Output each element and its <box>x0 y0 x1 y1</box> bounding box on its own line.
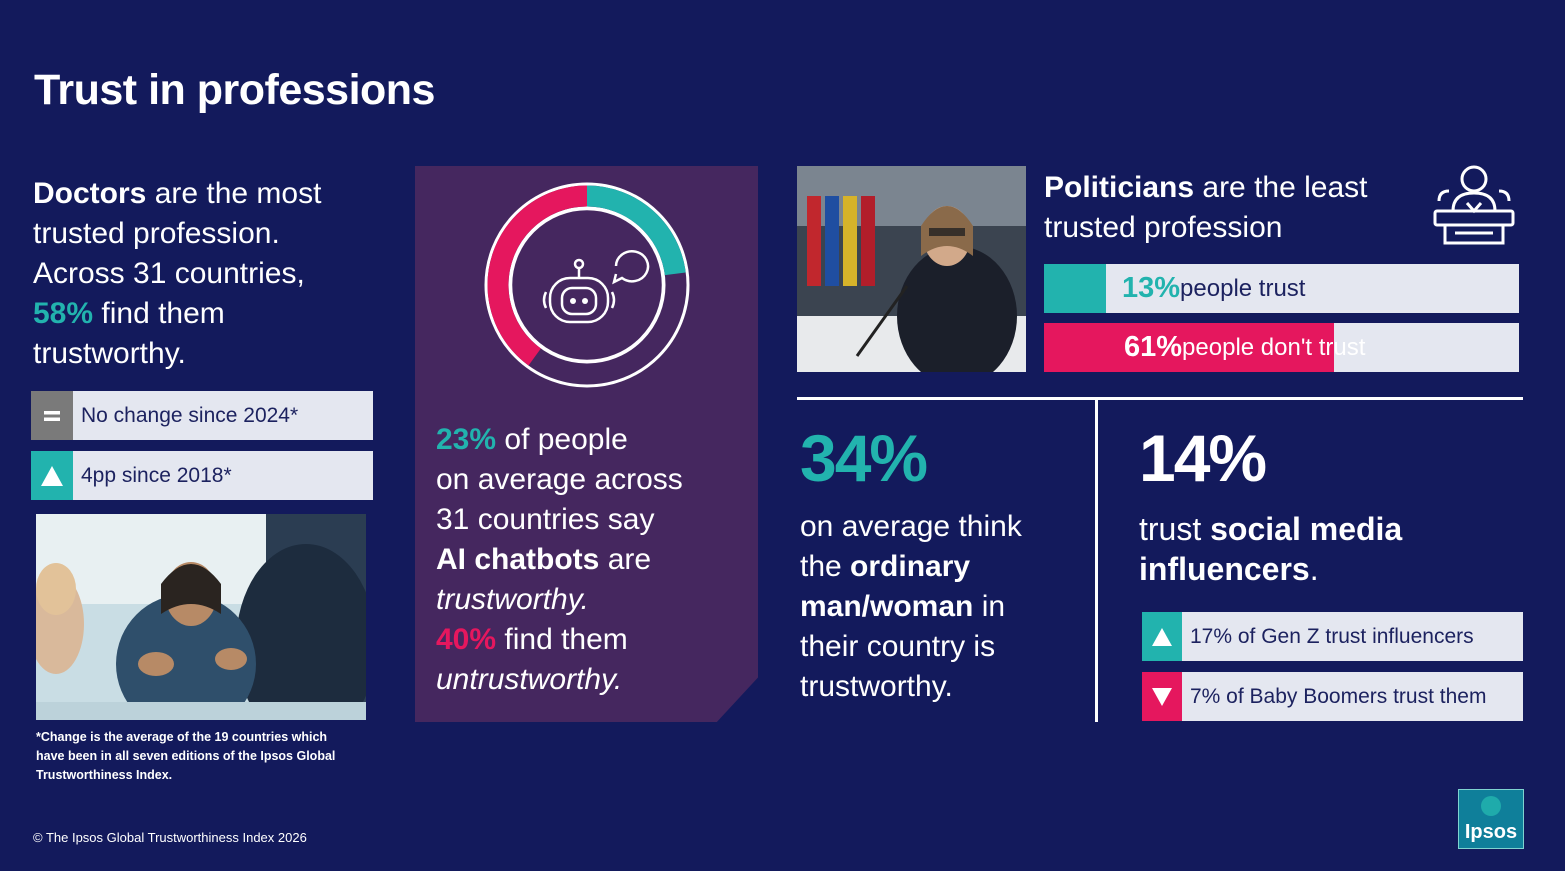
politicians-distrust-label: 61% people don't trust <box>1124 323 1365 372</box>
divider-horizontal <box>797 397 1523 400</box>
doctors-line1: are the most <box>146 177 322 210</box>
man-woman-word: man/woman <box>800 590 974 623</box>
boomers-influencers-text: 7% of Baby Boomers trust them <box>1190 684 1487 708</box>
ordinary-line2a: the <box>800 550 851 583</box>
doctors-line2: trusted profession. <box>33 217 280 250</box>
politicians-trust-bar: 13% people trust <box>1044 264 1519 313</box>
donut-trust-arc <box>586 185 686 276</box>
influencers-word: influencers <box>1139 551 1310 587</box>
politician-podium-icon <box>1433 165 1515 245</box>
ai-line5: trustworthy. <box>436 583 589 616</box>
politicians-trust-label: 13% people trust <box>1122 264 1305 313</box>
politician-photo <box>797 166 1026 372</box>
footnote: *Change is the average of the 19 countri… <box>36 730 336 782</box>
doctors-change-2018-text: 4pp since 2018* <box>81 463 232 487</box>
influencers-period: . <box>1309 551 1319 587</box>
ordinary-word: ordinary <box>850 550 971 583</box>
doctors-line4: find them <box>93 297 225 330</box>
ai-untrust-percent: 40% <box>436 623 497 656</box>
genz-influencers-text: 17% of Gen Z trust influencers <box>1190 624 1474 648</box>
copyright: © The Ipsos Global Trustworthiness Index… <box>33 830 307 845</box>
doctors-line5: trustworthy. <box>33 337 186 370</box>
politicians-line2: trusted profession <box>1044 211 1283 244</box>
ai-line2: on average across <box>436 463 683 496</box>
donut-untrust-arc <box>487 185 588 366</box>
ordinary-line4: their country is <box>800 630 996 663</box>
influencers-text: trust social media influencers. <box>1139 509 1479 589</box>
politicians-trust-fill <box>1044 264 1106 313</box>
ai-chatbots-word: AI chatbots <box>436 543 600 576</box>
ai-chatbots-text: 23% of people on average across 31 count… <box>436 420 751 700</box>
triangle-down-icon <box>1142 672 1182 721</box>
ordinary-text: on average think the ordinary man/woman … <box>800 507 1085 707</box>
ordinary-line5: trustworthy. <box>800 670 953 703</box>
doctors-line3: Across 31 countries, <box>33 257 305 290</box>
doctors-photo <box>36 514 366 720</box>
ordinary-line1: on average think <box>800 510 1022 543</box>
social-media-word: social media <box>1210 511 1403 547</box>
doctors-change-2018: 4pp since 2018* <box>31 451 373 500</box>
influencers-line1: trust <box>1139 511 1211 547</box>
doctors-percent: 58% <box>33 297 94 330</box>
divider-vertical <box>1095 400 1098 722</box>
robot-chat-icon <box>542 250 650 324</box>
ai-line6: find them <box>496 623 628 656</box>
ai-line1: of people <box>496 423 628 456</box>
politicians-distrust-text: people don't trust <box>1182 333 1366 361</box>
doctors-word: Doctors <box>33 177 147 210</box>
triangle-up-icon <box>31 451 73 500</box>
equal-icon <box>31 391 73 440</box>
ai-trust-donut <box>484 182 690 388</box>
politicians-headline: Politicians are the least trusted profes… <box>1044 168 1424 248</box>
politicians-distrust-fill <box>1044 323 1334 372</box>
ai-line7: untrustworthy. <box>436 663 623 696</box>
politicians-distrust-bar: 61% people don't trust <box>1044 323 1519 372</box>
ordinary-line3: in <box>973 590 1006 623</box>
ai-trust-percent: 23% <box>436 423 497 456</box>
ordinary-percent: 34% <box>800 421 928 495</box>
doctors-headline: Doctors are the most trusted profession.… <box>33 174 393 374</box>
politicians-word: Politicians <box>1044 171 1195 204</box>
doctors-change-2024-text: No change since 2024* <box>81 403 299 427</box>
ai-line3: 31 countries say <box>436 503 655 536</box>
page-title: Trust in professions <box>34 66 435 114</box>
boomers-influencers-stat: 7% of Baby Boomers trust them <box>1142 672 1523 721</box>
influencers-percent: 14% <box>1139 421 1267 495</box>
triangle-up-icon <box>1142 612 1182 661</box>
logo-text: Ipsos <box>1464 821 1518 843</box>
ai-chatbots-panel <box>415 166 758 722</box>
logo-head-icon <box>1481 796 1501 816</box>
politicians-trust-percent: 13% <box>1122 272 1181 304</box>
ai-line4: are <box>599 543 652 576</box>
politicians-line1: are the least <box>1194 171 1368 204</box>
politicians-distrust-percent: 61% <box>1124 331 1183 363</box>
ipsos-logo: Ipsos <box>1458 789 1524 849</box>
doctors-change-2024: No change since 2024* <box>31 391 373 440</box>
genz-influencers-stat: 17% of Gen Z trust influencers <box>1142 612 1523 661</box>
politicians-trust-text: people trust <box>1180 274 1306 302</box>
